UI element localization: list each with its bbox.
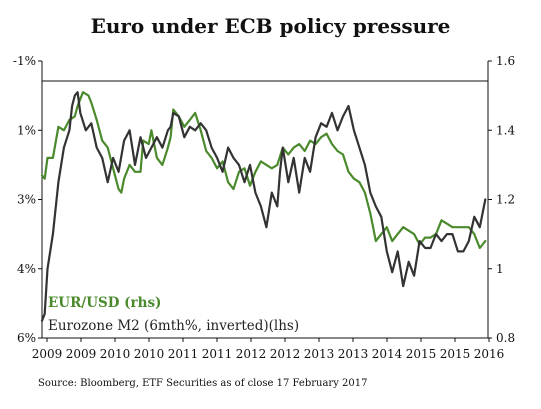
left-tick-label: -1% (13, 54, 36, 68)
x-tick-label: 2010 (100, 347, 131, 361)
x-tick-label: 2015 (406, 347, 437, 361)
x-tick-label: 2011 (168, 347, 199, 361)
x-tick-label: 2013 (338, 347, 369, 361)
x-tick-label: 2011 (202, 347, 233, 361)
x-tick-label: 2013 (304, 347, 335, 361)
x-tick-label: 2012 (236, 347, 267, 361)
x-tick-label: 2016 (474, 347, 505, 361)
left-tick-label: 4% (17, 262, 36, 276)
series-line-eurozone-m2 (40, 91, 487, 322)
x-tick-label: 2010 (134, 347, 165, 361)
legend-entry-eurozone-m2: Eurozone M2 (6mth%, inverted)(lhs) (48, 318, 299, 334)
legend-entry-eur-usd: EUR/USD (rhs) (48, 295, 161, 311)
x-tick-label: 2012 (270, 347, 301, 361)
left-axis-ticks: -1% 1% 3% 4% 6% (13, 54, 42, 345)
left-tick-label: 3% (17, 193, 36, 207)
x-tick-label: 2009 (32, 347, 63, 361)
right-tick-label: 1 (496, 262, 504, 276)
x-tick-label: 2009 (66, 347, 97, 361)
left-tick-label: 1% (17, 123, 36, 137)
right-axis-ticks: 1.6 1.4 1.2 1 0.8 (488, 54, 515, 345)
right-tick-label: 0.8 (496, 331, 515, 345)
series-lines (40, 91, 487, 322)
series-line-eur-usd (40, 91, 487, 250)
right-tick-label: 1.6 (496, 54, 515, 68)
chart-title: Euro under ECB policy pressure (91, 14, 451, 38)
x-tick-label: 2015 (440, 347, 471, 361)
right-tick-label: 1.4 (496, 123, 515, 137)
x-tick-label: 2014 (372, 347, 403, 361)
right-tick-label: 1.2 (496, 193, 515, 207)
left-tick-label: 6% (17, 331, 36, 345)
source-note: Source: Bloomberg, ETF Securities as of … (38, 378, 367, 389)
legend: EUR/USD (rhs) Eurozone M2 (6mth%, invert… (48, 295, 299, 334)
x-axis-ticks: 2009 2009 2010 2010 2011 2011 2012 2012 2013 2013… (32, 338, 505, 361)
